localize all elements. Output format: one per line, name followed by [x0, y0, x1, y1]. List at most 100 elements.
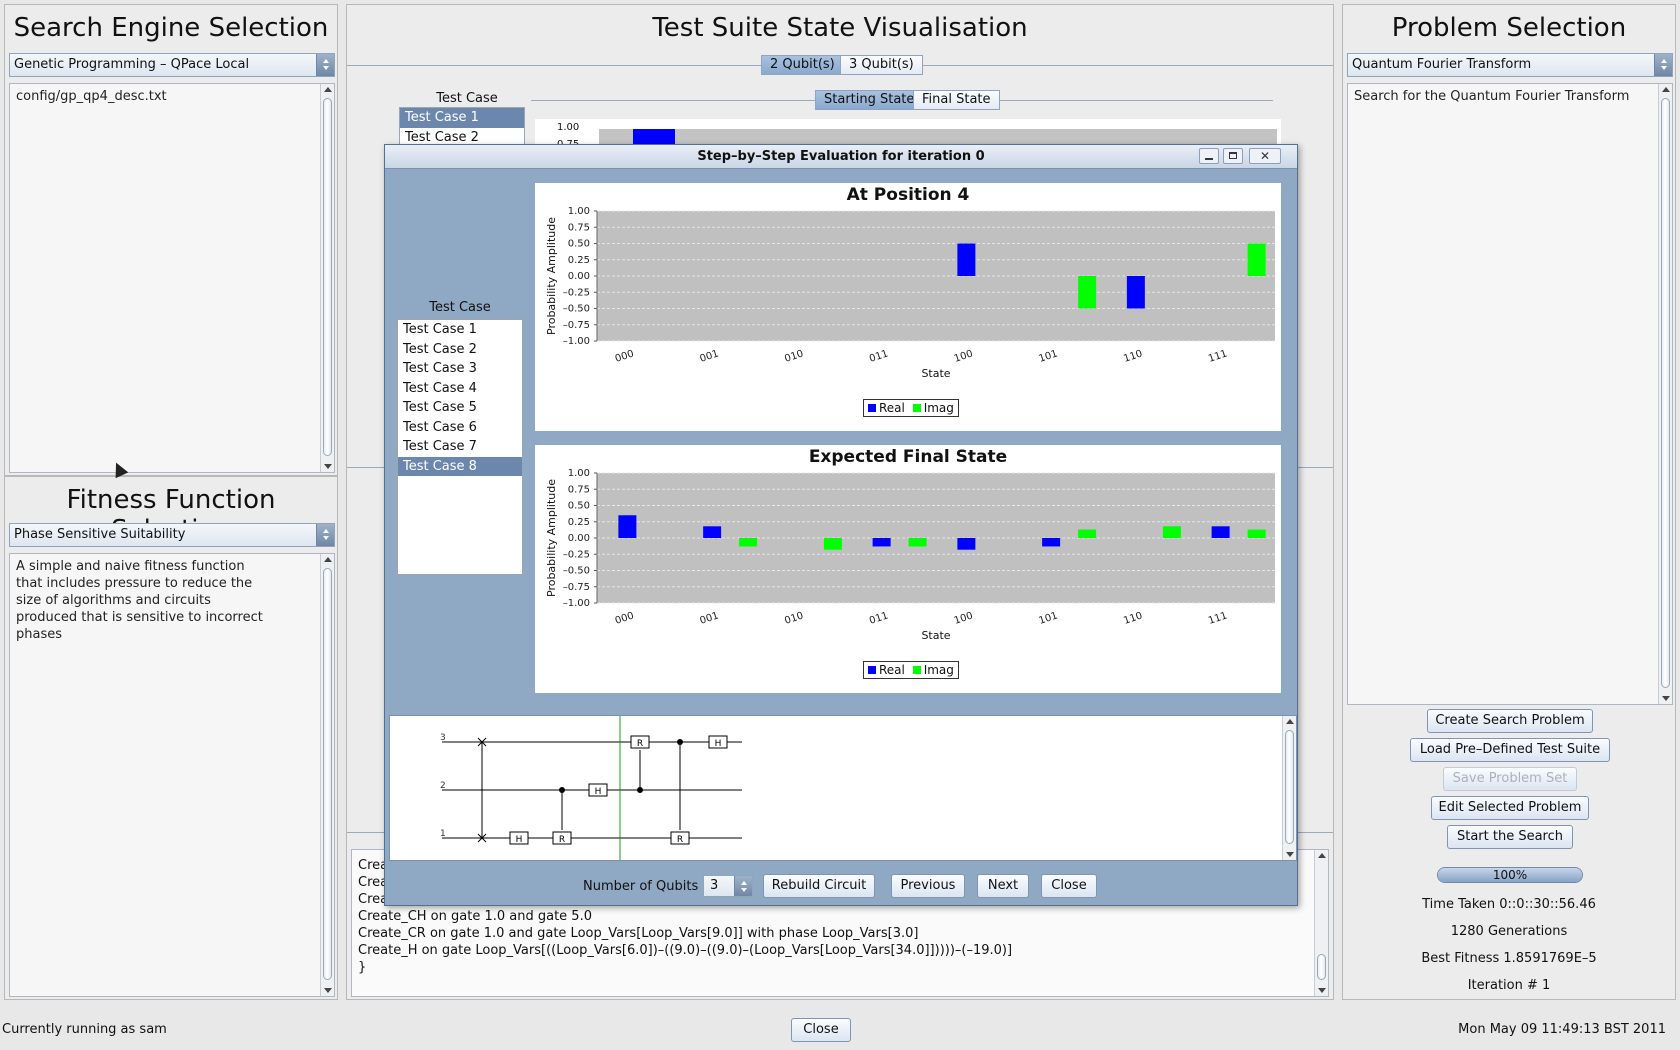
fitness-select[interactable]: Phase Sensitive Suitability: [9, 523, 335, 547]
legend-label: Imag: [923, 663, 954, 677]
start-search-button[interactable]: Start the Search: [1447, 825, 1573, 849]
qubit-label: 1: [440, 829, 446, 839]
y-tick-label: –1.00: [563, 598, 590, 609]
scroll-thumb[interactable]: [323, 568, 332, 980]
log-line: Create_CR on gate 1.0 and gate Loop_Vars…: [358, 926, 919, 941]
qubit-label: 3: [440, 733, 446, 743]
search-engine-description-text: config/gp_qp4_desc.txt: [16, 89, 167, 104]
list-item[interactable]: Test Case 7: [403, 439, 477, 454]
y-tick-label: 0.50: [568, 501, 590, 512]
visualisation-title: Test Suite State Visualisation: [652, 13, 1028, 43]
dialog-test-case-list[interactable]: Test Case 1 Test Case 2 Test Case 3 Test Ca…: [397, 319, 523, 575]
progress-label: 100%: [1492, 868, 1528, 882]
fitness-description[interactable]: A simple and naive fitness function that…: [9, 553, 335, 997]
x-tick-label: 100: [953, 348, 975, 364]
dialog-titlebar[interactable]: Step–by–Step Evaluation for iteration 0 …: [385, 145, 1297, 169]
scroll-up-icon[interactable]: [1662, 87, 1670, 92]
num-qubits-spinner[interactable]: 3: [703, 875, 753, 897]
iteration: Iteration # 1: [1467, 978, 1551, 993]
edit-selected-problem-button[interactable]: Edit Selected Problem: [1431, 796, 1589, 820]
gate-h: [509, 831, 529, 845]
step-evaluation-dialog: Step–by–Step Evaluation for iteration 0 …: [384, 144, 1298, 906]
search-engine-select[interactable]: Genetic Programming – QPace Local: [9, 53, 335, 77]
create-search-problem-button[interactable]: Create Search Problem: [1427, 709, 1593, 733]
scroll-down-icon[interactable]: [324, 464, 332, 469]
close-icon[interactable]: ✕: [1249, 148, 1281, 164]
list-item[interactable]: Test Case 6: [403, 419, 477, 435]
scroll-thumb[interactable]: [1661, 98, 1670, 688]
problem-description[interactable]: Search for the Quantum Fourier Transform: [1347, 83, 1673, 705]
x-axis-label: State: [921, 367, 950, 380]
scroll-up-icon[interactable]: [324, 87, 332, 92]
gate-label: R: [677, 835, 683, 845]
bar-real: [1211, 526, 1230, 538]
y-tick-label: 0.25: [568, 517, 590, 528]
bar-imag: [1162, 526, 1181, 538]
list-item[interactable]: Test Case 1: [403, 322, 477, 337]
expected-chart: Expected Final State 1.00 0.75 0.50 0.25 0.0…: [535, 445, 1281, 693]
chevron-down-icon[interactable]: [316, 54, 334, 76]
search-engine-scrollbar[interactable]: [320, 84, 334, 472]
main-close-button[interactable]: Close: [791, 1018, 851, 1042]
chevron-down-icon[interactable]: [1654, 54, 1672, 76]
next-button[interactable]: Next: [977, 874, 1029, 898]
tab-3-qubits[interactable]: 3 Qubit(s): [840, 55, 923, 75]
chevron-down-icon[interactable]: [316, 524, 334, 546]
list-item[interactable]: Test Case 1: [400, 108, 524, 128]
scroll-thumb[interactable]: [1317, 954, 1326, 980]
scroll-up-icon[interactable]: [1318, 853, 1326, 858]
list-item[interactable]: Test Case 8: [398, 456, 522, 476]
load-test-suite-button[interactable]: Load Pre–Defined Test Suite: [1410, 738, 1610, 762]
list-item[interactable]: Test Case 4: [403, 380, 477, 396]
stepper-icon[interactable]: [734, 876, 752, 896]
scroll-down-icon[interactable]: [324, 988, 332, 993]
list-item[interactable]: Test Case 3: [403, 361, 477, 376]
scroll-down-icon[interactable]: [1662, 696, 1670, 701]
save-problem-set-button[interactable]: Save Problem Set: [1443, 767, 1577, 791]
x-tick-label: 001: [699, 610, 721, 626]
list-item[interactable]: Test Case 2: [405, 129, 479, 145]
x-tick-label: 100: [953, 610, 975, 626]
y-tick-label: 0.25: [568, 255, 590, 266]
bar-real: [957, 243, 976, 276]
search-engine-description[interactable]: config/gp_qp4_desc.txt: [9, 83, 335, 473]
separator: [1293, 467, 1333, 468]
list-item[interactable]: Test Case 2: [403, 341, 477, 357]
problem-select[interactable]: Quantum Fourier Transform: [1347, 53, 1673, 77]
list-item[interactable]: Test Case 5: [403, 400, 477, 415]
scroll-up-icon[interactable]: [1286, 719, 1294, 724]
scroll-up-icon[interactable]: [324, 557, 332, 562]
problem-scrollbar[interactable]: [1658, 84, 1672, 704]
previous-button[interactable]: Previous: [891, 874, 965, 898]
scroll-thumb[interactable]: [1285, 730, 1294, 844]
legend-label: Real: [879, 401, 905, 415]
fitness-select-value: Phase Sensitive Suitability: [14, 527, 186, 542]
scroll-down-icon[interactable]: [1286, 852, 1294, 857]
circuit-view[interactable]: H R H R R H 3 2 1: [389, 715, 1297, 861]
x-tick-label: 000: [614, 610, 636, 626]
bar-imag: [739, 538, 758, 547]
circuit-scrollbar[interactable]: [1282, 716, 1296, 860]
y-tick-label: –0.75: [563, 582, 590, 593]
dialog-close-button[interactable]: Close: [1041, 874, 1097, 898]
problem-title: Problem Selection: [1391, 13, 1627, 43]
scroll-down-icon[interactable]: [1318, 988, 1326, 993]
minimize-icon[interactable]: [1199, 148, 1219, 164]
bar-real: [1042, 538, 1061, 547]
tab-2-qubits[interactable]: 2 Qubit(s): [761, 55, 844, 75]
background-test-case-list[interactable]: Test Case 1 Test Case 2: [399, 107, 525, 149]
y-tick-label: 1.00: [568, 468, 590, 479]
gate-label: H: [595, 787, 602, 797]
bar-imag: [1247, 529, 1266, 538]
fitness-scrollbar[interactable]: [320, 554, 334, 996]
rebuild-circuit-button[interactable]: Rebuild Circuit: [763, 874, 875, 898]
x-tick-label: 001: [699, 348, 721, 364]
log-scrollbar[interactable]: [1314, 850, 1328, 996]
tab-final-state[interactable]: Final State: [913, 90, 1000, 110]
gate-label: R: [559, 835, 565, 845]
scroll-thumb[interactable]: [323, 98, 332, 456]
chart-svg: 1.00 0.75 0.50 0.25 0.00 –0.25 –0.50 –0.75 –1.00…: [545, 206, 1275, 380]
dialog-title: Step–by–Step Evaluation for iteration 0: [697, 149, 985, 164]
maximize-icon[interactable]: [1223, 148, 1243, 164]
tab-starting-state[interactable]: Starting State: [815, 90, 924, 110]
